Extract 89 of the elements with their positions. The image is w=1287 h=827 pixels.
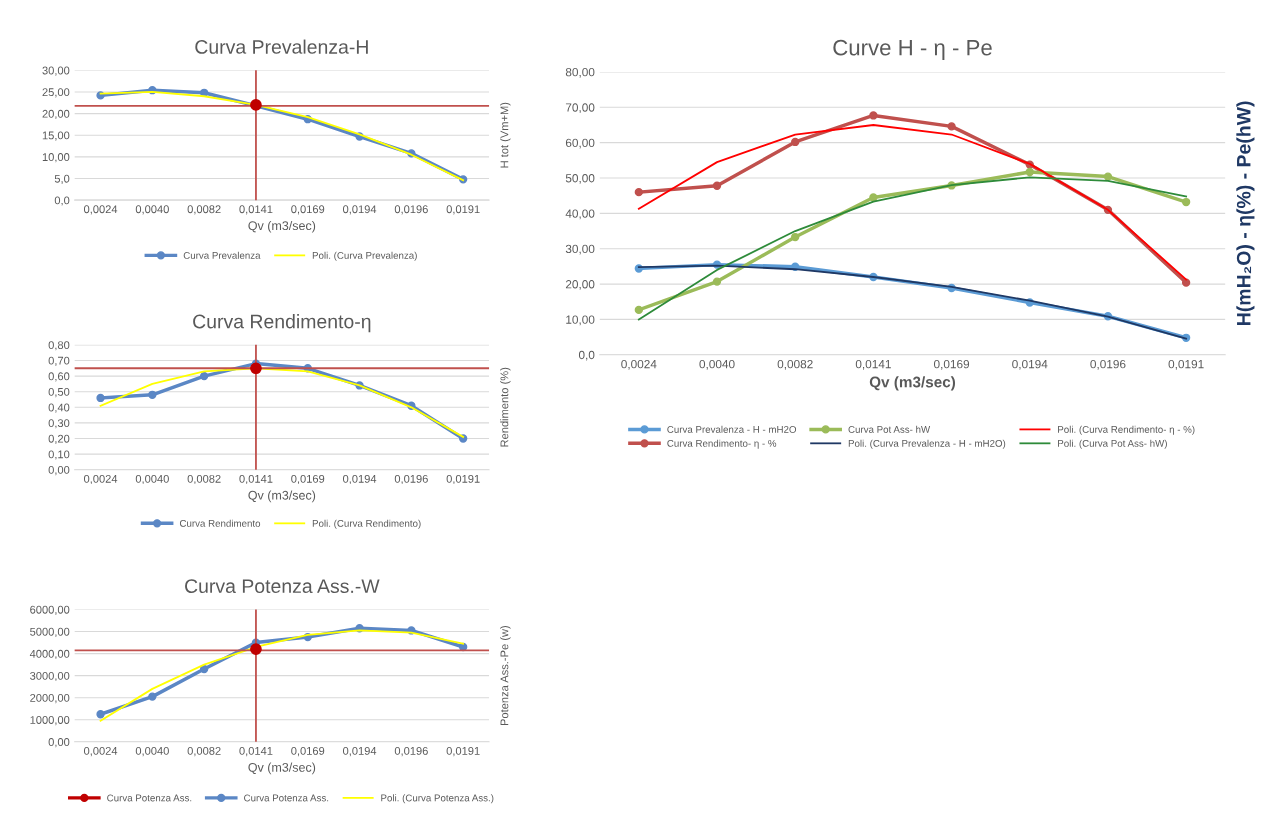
x-tick-label: 0,0196	[394, 205, 428, 215]
y-tick-label: 0,40	[48, 403, 70, 413]
x-tick-label: 0,0082	[187, 746, 221, 757]
y-axis-title: Rendimento (%)	[500, 367, 511, 447]
y-axis-title: H tot (Vm+M)	[500, 102, 511, 168]
x-tick-label: 0,0194	[343, 746, 377, 757]
x-tick-label: 0,0169	[291, 205, 325, 215]
y-tick-label: 0,20	[48, 434, 70, 444]
x-tick-label: 0,0141	[239, 474, 273, 485]
y-tick-label: 1000,00	[30, 716, 70, 726]
y-tick-label: 0,10	[48, 450, 70, 460]
y-tick-label: 0,60	[48, 372, 70, 382]
y-tick-label: 70,00	[565, 103, 595, 114]
x-axis-title: Qv (m3/sec)	[248, 762, 316, 775]
y-tick-label: 30,00	[42, 66, 70, 76]
legend-label: Curva Rendimento- η - %	[667, 439, 777, 449]
y-tick-label: 40,00	[565, 209, 595, 220]
y-tick-label: 10,00	[566, 315, 595, 326]
y-tick-label: 0,50	[48, 387, 70, 398]
x-tick-label: 0,0169	[291, 746, 325, 757]
y-tick-label: 2000,00	[30, 693, 70, 704]
x-tick-label: 0,0169	[291, 474, 325, 485]
x-tick-label: 0,0141	[239, 746, 273, 757]
legend-label: Poli. (Curva Potenza Ass.)	[381, 794, 494, 804]
y-tick-label: 60,00	[565, 138, 595, 149]
y-tick-label: 0,0	[578, 350, 595, 361]
chart-title: Curva Rendimento-η	[193, 314, 371, 333]
x-tick-label: 0,0040	[699, 359, 735, 370]
x-tick-label: 0,0024	[621, 359, 657, 370]
legend-label: Curva Rendimento	[179, 519, 261, 527]
x-tick-label: 0,0141	[239, 205, 273, 215]
x-tick-label: 0,0196	[1090, 359, 1126, 370]
x-axis-title: Qv (m3/sec)	[248, 220, 316, 233]
legend-label: Curva Potenza Ass.	[244, 794, 329, 802]
legend-label: Poli. (Curva Rendimento- η - %)	[1058, 425, 1195, 435]
y-tick-label: 30,00	[565, 244, 595, 255]
x-tick-label: 0,0191	[446, 205, 480, 215]
y-tick-label: 5,0	[54, 174, 70, 184]
chart-title: Curve H - η - Pe	[833, 39, 992, 60]
legend-label: Curva Potenza Ass.	[107, 794, 192, 802]
chart-title: Curva Prevalenza-H	[195, 39, 368, 54]
legend-label: Poli. (Curva Rendimento)	[312, 519, 421, 529]
y-tick-label: 4000,00	[29, 649, 70, 660]
y-tick-label: 80,00	[565, 67, 595, 78]
y-tick-label: 0,30	[48, 419, 70, 429]
legend-label: Curva Pot Ass- hW	[848, 425, 931, 433]
y-tick-label: 5000,00	[30, 627, 70, 637]
y-tick-label: 0,80	[48, 341, 70, 351]
y-tick-label: 20,00	[42, 109, 70, 120]
legend-label: Poli. (Curva Prevalenza - H - mH2O)	[848, 439, 1006, 449]
x-axis-title: Qv (m3/sec)	[869, 376, 956, 391]
x-tick-label: 0,0169	[933, 359, 970, 370]
y-tick-label: 0,70	[48, 356, 70, 366]
legend-label: Curva Prevalenza - H - mH2O	[667, 425, 797, 433]
y-tick-label: 20,00	[565, 280, 595, 290]
legend-label: Poli. (Curva Pot Ass- hW)	[1058, 439, 1167, 449]
x-tick-label: 0,0191	[1168, 359, 1204, 370]
x-tick-label: 0,0040	[135, 474, 169, 485]
x-tick-label: 0,0024	[83, 746, 118, 757]
legend-label: Poli. (Curva Prevalenza)	[312, 251, 417, 261]
y-axis-title: H(mH₂O) - η(%) - Pe(hW)	[1236, 101, 1255, 325]
x-tick-label: 0,0196	[394, 474, 428, 485]
y-tick-label: 6000,00	[30, 605, 70, 615]
x-tick-label: 0,0082	[187, 205, 221, 215]
y-tick-label: 0,00	[48, 466, 70, 476]
y-tick-label: 10,00	[42, 153, 70, 163]
y-tick-label: 3000,00	[30, 671, 70, 682]
y-tick-label: 0,0	[54, 196, 70, 206]
x-tick-label: 0,0141	[855, 359, 891, 370]
y-axis-title: Potenza Ass.-Pe (w)	[500, 626, 511, 726]
y-tick-label: 15,00	[42, 131, 70, 141]
legend-label: Curva Prevalenza	[183, 251, 261, 259]
x-tick-label: 0,0194	[343, 474, 377, 485]
x-tick-label: 0,0191	[446, 746, 480, 757]
x-tick-label: 0,0194	[1012, 359, 1048, 370]
y-tick-label: 25,00	[42, 88, 70, 98]
x-tick-label: 0,0082	[187, 474, 221, 485]
x-tick-label: 0,0040	[135, 205, 169, 215]
y-tick-label: 50,00	[565, 174, 595, 184]
x-tick-label: 0,0082	[777, 359, 813, 370]
y-tick-label: 0,00	[48, 738, 70, 748]
x-tick-label: 0,0024	[83, 205, 118, 215]
chart-title: Curva Potenza Ass.-W	[185, 579, 380, 594]
x-tick-label: 0,0196	[394, 746, 428, 757]
x-axis-title: Qv (m3/sec)	[248, 490, 316, 503]
x-tick-label: 0,0040	[135, 746, 169, 757]
x-tick-label: 0,0024	[83, 474, 118, 485]
x-tick-label: 0,0191	[446, 474, 480, 485]
x-tick-label: 0,0194	[343, 205, 377, 215]
